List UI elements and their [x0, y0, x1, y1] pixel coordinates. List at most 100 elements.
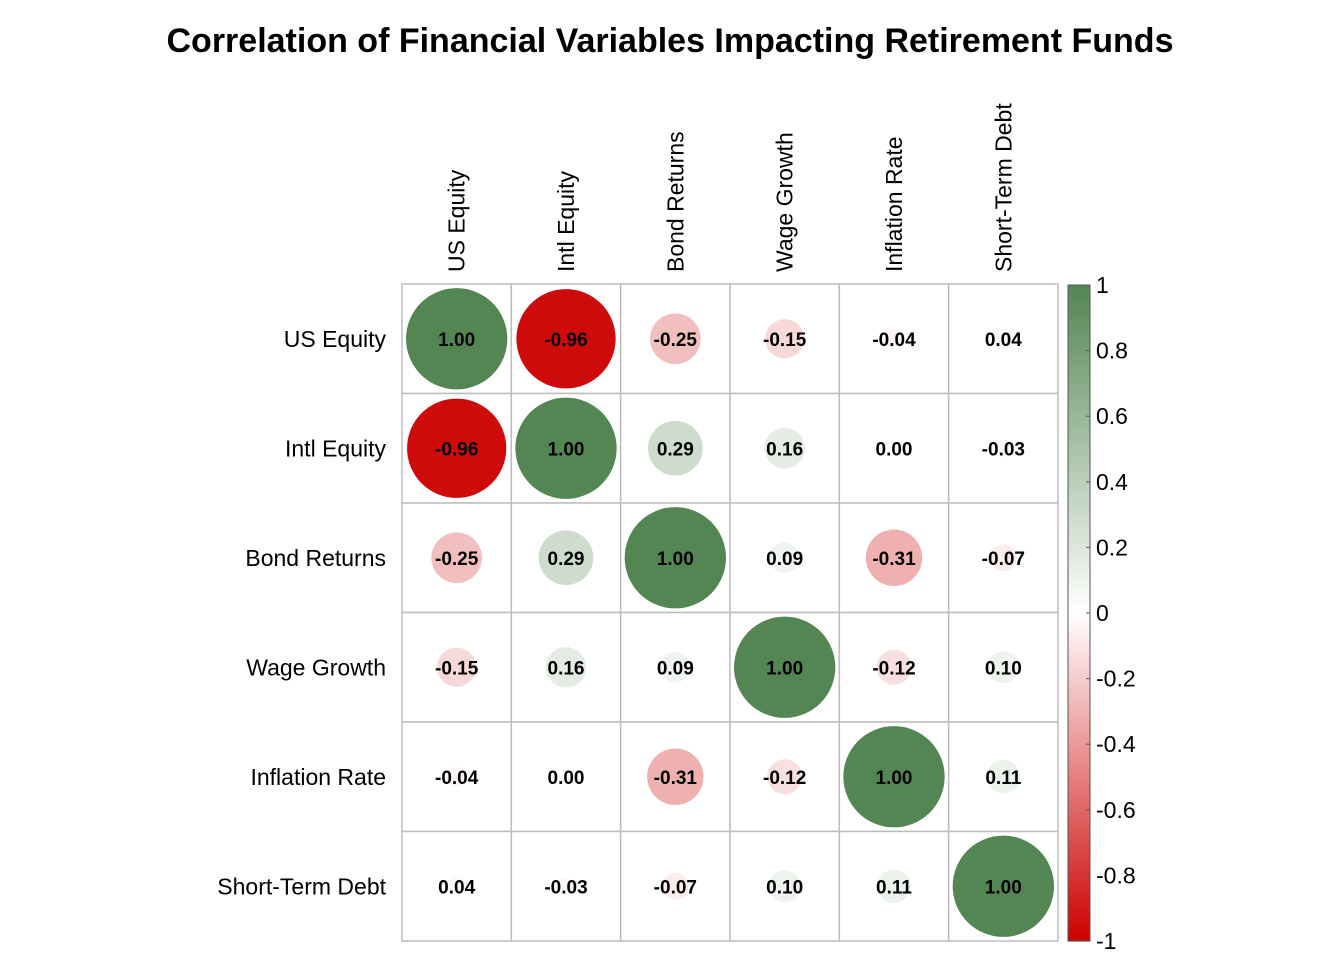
legend-gradient-step: [1068, 544, 1090, 548]
correlation-value-label: 0.29: [548, 549, 585, 570]
legend-gradient-step: [1068, 321, 1090, 325]
legend-gradient-step: [1068, 747, 1090, 752]
legend-gradient-step: [1068, 363, 1090, 368]
legend-gradient-step: [1068, 734, 1090, 739]
legend-gradient-step: [1068, 396, 1090, 401]
correlation-value-label: -0.25: [654, 330, 698, 351]
legend-gradient-step: [1068, 898, 1090, 903]
legend-gradient-step: [1068, 344, 1090, 348]
legend-gradient-step: [1068, 376, 1090, 381]
legend-tick-label: -0.2: [1096, 666, 1136, 692]
legend-gradient-step: [1068, 471, 1090, 476]
legend-gradient-step: [1068, 370, 1090, 375]
legend-gradient-step: [1068, 606, 1090, 611]
legend-gradient-step: [1068, 777, 1090, 781]
legend-gradient-step: [1068, 514, 1090, 519]
legend-gradient-step: [1068, 704, 1090, 709]
legend-gradient-step: [1068, 419, 1090, 424]
legend-gradient-step: [1068, 780, 1090, 785]
legend-gradient-step: [1068, 553, 1090, 558]
correlation-circle: [883, 328, 905, 349]
correlation-circle: [767, 759, 803, 795]
correlation-circle: [545, 646, 587, 688]
correlation-value-label: 0.04: [985, 330, 1022, 351]
legend-gradient-step: [1068, 622, 1090, 627]
legend-gradient-step: [1068, 639, 1090, 644]
legend-gradient-step: [1068, 891, 1090, 896]
legend-gradient-step: [1068, 921, 1090, 926]
correlation-value-label: -0.96: [544, 330, 587, 351]
legend-gradient-step: [1068, 665, 1090, 670]
legend-tick-label: -0.8: [1096, 862, 1136, 888]
legend-gradient-step: [1068, 849, 1090, 854]
legend-gradient-step: [1068, 452, 1090, 457]
legend-tick-label: 0.8: [1096, 338, 1128, 364]
legend-gradient-step: [1068, 550, 1090, 555]
legend-gradient-step: [1068, 357, 1090, 362]
legend-gradient-step: [1068, 760, 1090, 765]
legend-gradient-step: [1068, 773, 1090, 778]
legend-gradient-step: [1068, 580, 1090, 585]
legend-gradient-step: [1068, 501, 1090, 506]
legend-gradient-step: [1068, 806, 1090, 811]
correlation-value-label: 0.04: [438, 877, 475, 898]
legend-gradient-step: [1068, 885, 1090, 890]
correlation-value-label: -0.12: [872, 658, 915, 679]
legend-gradient-step: [1068, 498, 1090, 503]
legend-gradient-step: [1068, 829, 1090, 834]
legend-gradient-step: [1068, 754, 1090, 758]
legend-gradient-step: [1068, 842, 1090, 847]
legend-gradient-step: [1068, 350, 1090, 355]
column-labels: US Equity Intl Equity Bond Returns Wage Gro…: [444, 103, 1017, 272]
column-label: Short-Term Debt: [990, 103, 1016, 272]
legend-gradient-step: [1068, 524, 1090, 529]
legend-gradient-step: [1068, 334, 1090, 339]
legend-gradient-step: [1068, 698, 1090, 703]
legend-gradient-step: [1068, 531, 1090, 535]
legend-gradient-step: [1068, 491, 1090, 496]
legend-gradient-step: [1068, 298, 1090, 302]
legend-gradient-step: [1068, 626, 1090, 630]
legend-gradient-step: [1068, 796, 1090, 801]
legend-gradient-step: [1068, 547, 1090, 552]
correlation-value-label: 0.09: [657, 658, 694, 679]
legend-gradient-step: [1068, 570, 1090, 575]
legend-gradient-step: [1068, 934, 1090, 939]
column-label: Inflation Rate: [881, 136, 907, 272]
legend-gradient-step: [1068, 918, 1090, 922]
legend-gradient-step: [1068, 799, 1090, 804]
legend-gradient-step: [1068, 616, 1090, 621]
legend-gradient-step: [1068, 593, 1090, 598]
correlation-value-label: 0.10: [766, 877, 803, 898]
legend-gradient-step: [1068, 445, 1090, 450]
correlation-circle: [843, 726, 945, 828]
correlation-circle: [437, 647, 477, 687]
legend-gradient-step: [1068, 573, 1090, 578]
legend-gradient-step: [1068, 822, 1090, 827]
legend-gradient-step: [1068, 324, 1090, 329]
correlation-value-label: 0.11: [985, 768, 1021, 789]
correlation-value-label: 0.11: [876, 877, 912, 898]
correlation-value-label: 1.00: [438, 330, 475, 351]
legend-gradient-step: [1068, 668, 1090, 673]
correlation-circle: [446, 766, 467, 787]
legend-gradient-step: [1068, 586, 1090, 591]
legend-gradient-step: [1068, 432, 1090, 437]
legend-gradient-step: [1068, 757, 1090, 762]
cell-1-5: [947, 392, 1059, 504]
color-legend: 1 0.8 0.6 0.4 0.2 0 -0.2 -0.4 -0.6 -0.8 -1: [1067, 272, 1136, 954]
legend-gradient-step: [1068, 442, 1090, 447]
legend-gradient-step: [1068, 635, 1090, 640]
legend-gradient-step: [1068, 927, 1090, 932]
legend-gradient-step: [1068, 931, 1090, 936]
legend-gradient-step: [1068, 875, 1090, 880]
legend-gradient-step: [1068, 770, 1090, 775]
legend-gradient-step: [1068, 678, 1090, 683]
legend-gradient-step: [1068, 317, 1090, 322]
legend-gradient-step: [1068, 285, 1090, 289]
correlation-circle: [431, 532, 482, 584]
row-label: Short-Term Debt: [217, 873, 386, 899]
legend-gradient-step: [1068, 816, 1090, 821]
legend-gradient-step: [1068, 740, 1090, 745]
